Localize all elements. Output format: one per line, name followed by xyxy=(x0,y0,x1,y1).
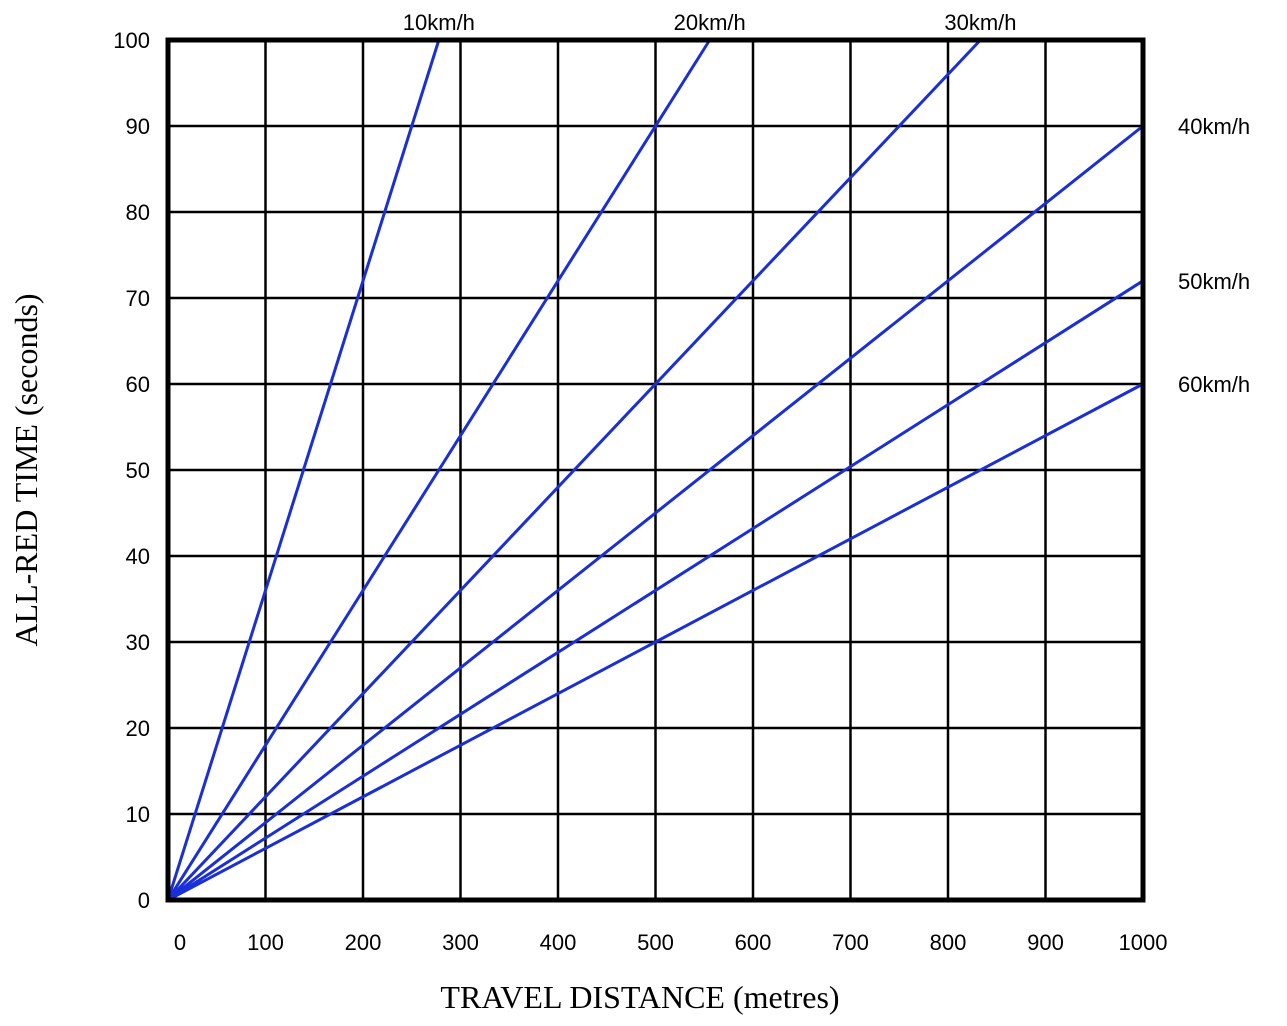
y-tick-label: 90 xyxy=(126,114,150,139)
y-tick-label: 10 xyxy=(126,802,150,827)
x-tick-label: 1000 xyxy=(1119,930,1168,955)
y-tick-label: 100 xyxy=(113,28,150,53)
x-tick-label: 100 xyxy=(247,930,284,955)
x-tick-labels: 0 100 200 300 400 500 600 700 800 900 1000 xyxy=(174,930,1168,955)
y-tick-label: 70 xyxy=(126,286,150,311)
x-tick-label: 200 xyxy=(345,930,382,955)
series-label: 50km/h xyxy=(1178,269,1250,294)
y-tick-labels: 0 10 20 30 40 50 60 70 80 90 100 xyxy=(113,28,150,913)
x-tick-label: 600 xyxy=(735,930,772,955)
series-line-5 xyxy=(167,382,1144,902)
series-line-2 xyxy=(166,38,982,902)
x-tick-label: 500 xyxy=(637,930,674,955)
y-tick-label: 20 xyxy=(126,716,150,741)
plot-frame xyxy=(165,37,1146,903)
series-line-0 xyxy=(166,39,441,901)
series-lines xyxy=(166,38,1144,902)
series-labels: 10km/h 20km/h 30km/h 40km/h 50km/h 60km/h xyxy=(403,10,1250,397)
y-tick-label: 40 xyxy=(126,544,150,569)
series-label: 30km/h xyxy=(944,10,1016,35)
y-tick-label: 30 xyxy=(126,630,150,655)
x-tick-label: 800 xyxy=(930,930,967,955)
series-line-4 xyxy=(167,279,1144,902)
y-tick-label: 80 xyxy=(126,200,150,225)
y-axis-title: ALL-RED TIME (seconds) xyxy=(8,293,44,646)
y-tick-label: 50 xyxy=(126,458,150,483)
y-tick-label: 60 xyxy=(126,372,150,397)
x-tick-label: 300 xyxy=(442,930,479,955)
x-axis-title: TRAVEL DISTANCE (metres) xyxy=(440,979,839,1015)
x-tick-label: 400 xyxy=(540,930,577,955)
x-tick-label: 900 xyxy=(1027,930,1064,955)
series-line-1 xyxy=(166,39,711,901)
series-label: 60km/h xyxy=(1178,372,1250,397)
series-line-3 xyxy=(167,124,1144,902)
series-label: 20km/h xyxy=(674,10,746,35)
x-tick-label: 0 xyxy=(174,930,186,955)
x-tick-label: 700 xyxy=(832,930,869,955)
y-tick-label: 0 xyxy=(138,888,150,913)
series-label: 40km/h xyxy=(1178,114,1250,139)
grid xyxy=(168,40,1143,900)
series-label: 10km/h xyxy=(403,10,475,35)
